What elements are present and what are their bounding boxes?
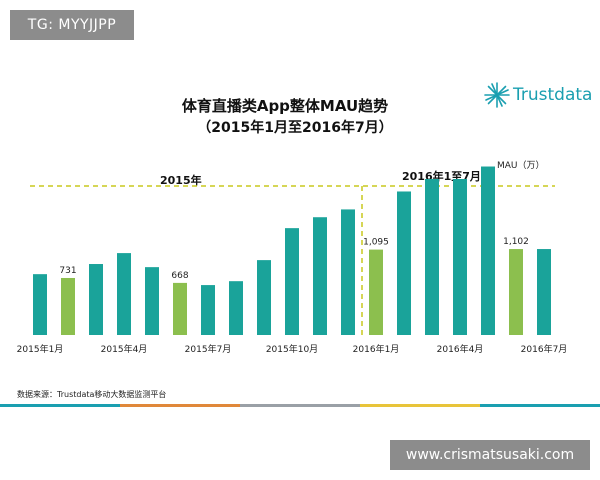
footer-stripe-segment bbox=[360, 404, 480, 407]
footer-stripe bbox=[0, 404, 600, 407]
trustdata-starburst-icon bbox=[484, 82, 510, 108]
chart-title: 体育直播类App整体MAU趋势 bbox=[181, 97, 389, 115]
data-label: 731 bbox=[59, 266, 76, 276]
x-tick-label: 2016年1月 bbox=[353, 343, 400, 355]
bar bbox=[285, 228, 299, 335]
bar bbox=[509, 249, 523, 335]
bar bbox=[61, 277, 75, 335]
bar bbox=[313, 217, 327, 335]
x-tick-label: 2016年4月 bbox=[437, 343, 484, 355]
watermark-bottom: www.crismatsusaki.com bbox=[390, 440, 590, 470]
footer-stripe-segment bbox=[240, 404, 360, 407]
bar bbox=[257, 260, 271, 335]
bar bbox=[425, 179, 439, 335]
data-label: 1,102 bbox=[503, 237, 529, 247]
x-tick-label: 2016年7月 bbox=[521, 343, 568, 355]
data-label: 1,095 bbox=[363, 238, 389, 248]
bar bbox=[173, 282, 187, 335]
bar bbox=[397, 191, 411, 335]
footer-stripe-segment bbox=[0, 404, 120, 407]
data-label: 668 bbox=[171, 271, 188, 281]
bar bbox=[453, 179, 467, 335]
bar bbox=[201, 285, 215, 335]
bar bbox=[145, 267, 159, 335]
unit-label: MAU（万） bbox=[497, 161, 545, 171]
footer-stripe-segment bbox=[480, 404, 600, 407]
bar-chart: 731 668 1,095 1,102 2015年1月 2015年4月 2015年7月 201… bbox=[17, 166, 568, 355]
footer-stripe-segment bbox=[120, 404, 240, 407]
bar bbox=[369, 249, 383, 335]
x-tick-label: 2015年4月 bbox=[101, 343, 148, 355]
period-label-2015: 2015年 bbox=[160, 174, 202, 187]
x-tick-label: 2015年1月 bbox=[17, 343, 64, 355]
bar bbox=[481, 166, 495, 335]
logo-text: Trustdata bbox=[513, 85, 593, 105]
source-note: 数据来源：Trustdata移动大数据监测平台 bbox=[17, 390, 167, 399]
bar bbox=[33, 274, 47, 335]
watermark-top: TG: MYYJJPP bbox=[10, 10, 134, 40]
x-tick-label: 2015年10月 bbox=[266, 343, 318, 355]
bar bbox=[229, 281, 243, 335]
chart-subtitle: （2015年1月至2016年7月） bbox=[197, 120, 393, 136]
bar bbox=[537, 249, 551, 335]
bar bbox=[117, 253, 131, 335]
bar bbox=[89, 264, 103, 335]
x-tick-label: 2015年7月 bbox=[185, 343, 232, 355]
bar bbox=[341, 209, 355, 335]
trustdata-logo: Trustdata bbox=[484, 80, 592, 110]
